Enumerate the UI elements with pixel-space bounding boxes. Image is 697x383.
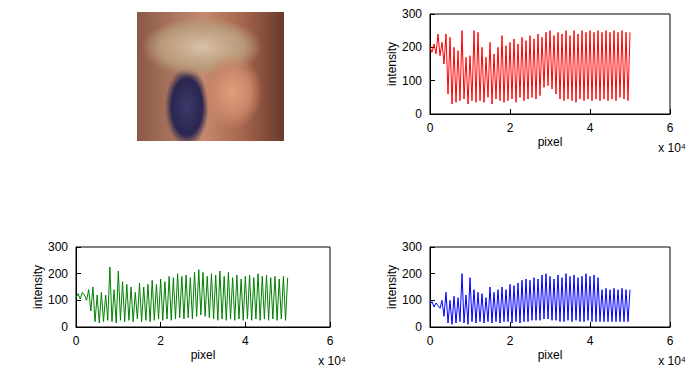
svg-text:100: 100 bbox=[402, 74, 422, 88]
svg-text:x 10⁴: x 10⁴ bbox=[658, 141, 686, 155]
svg-text:200: 200 bbox=[402, 267, 422, 281]
svg-text:2: 2 bbox=[507, 334, 514, 348]
svg-text:200: 200 bbox=[48, 267, 68, 281]
svg-text:200: 200 bbox=[402, 40, 422, 54]
svg-text:300: 300 bbox=[48, 240, 68, 254]
svg-text:4: 4 bbox=[587, 334, 594, 348]
svg-text:intensity: intensity bbox=[385, 42, 399, 86]
svg-text:intensity: intensity bbox=[31, 265, 45, 309]
svg-text:6: 6 bbox=[667, 334, 674, 348]
svg-text:pixel: pixel bbox=[191, 348, 216, 362]
svg-text:0: 0 bbox=[427, 334, 434, 348]
svg-text:6: 6 bbox=[327, 334, 334, 348]
svg-text:100: 100 bbox=[402, 293, 422, 307]
svg-text:0: 0 bbox=[415, 107, 422, 121]
svg-text:pixel: pixel bbox=[538, 135, 563, 149]
svg-text:intensity: intensity bbox=[385, 265, 399, 309]
svg-text:2: 2 bbox=[507, 121, 514, 135]
svg-text:0: 0 bbox=[73, 334, 80, 348]
svg-text:x 10⁴: x 10⁴ bbox=[318, 354, 346, 368]
svg-text:4: 4 bbox=[587, 121, 594, 135]
svg-text:0: 0 bbox=[427, 121, 434, 135]
svg-text:x 10⁴: x 10⁴ bbox=[658, 354, 686, 368]
svg-text:300: 300 bbox=[402, 240, 422, 254]
svg-text:4: 4 bbox=[242, 334, 249, 348]
svg-text:0: 0 bbox=[61, 320, 68, 334]
svg-text:6: 6 bbox=[667, 121, 674, 135]
svg-text:2: 2 bbox=[157, 334, 164, 348]
svg-text:pixel: pixel bbox=[538, 348, 563, 362]
svg-text:0: 0 bbox=[415, 320, 422, 334]
svg-text:100: 100 bbox=[48, 293, 68, 307]
svg-text:300: 300 bbox=[402, 7, 422, 21]
